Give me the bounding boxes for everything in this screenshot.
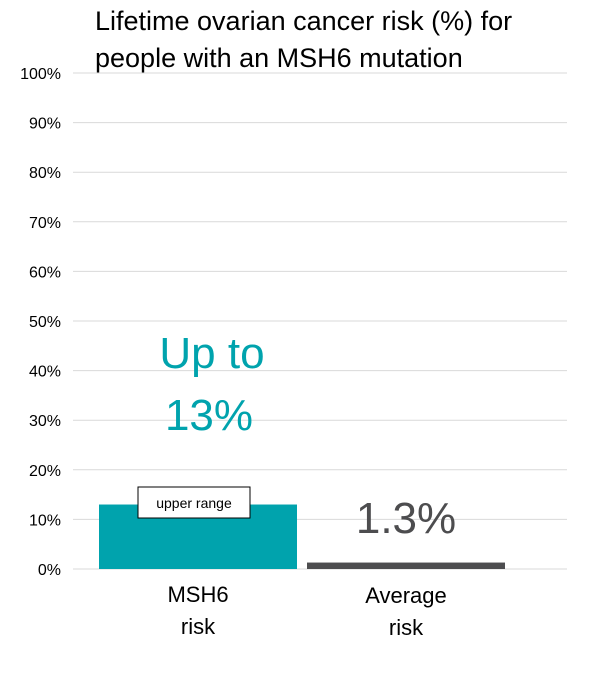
- y-tick-label: 40%: [29, 364, 61, 381]
- category-labels: MSH6 risk Average risk: [167, 582, 446, 640]
- data-label: 1.3%: [356, 494, 456, 543]
- category-label: risk: [389, 615, 424, 640]
- y-tick-label: 50%: [29, 314, 61, 331]
- y-tick-label: 30%: [29, 413, 61, 430]
- y-tick-label: 80%: [29, 165, 61, 182]
- chart-title: Lifetime ovarian cancer risk (%) for peo…: [95, 6, 512, 73]
- data-labels: upper range Up to 13% 1.3%: [137, 329, 456, 543]
- category-label: risk: [181, 614, 216, 639]
- category-label: MSH6: [167, 582, 228, 607]
- category-label: Average: [365, 583, 447, 608]
- y-tick-label: 10%: [29, 512, 61, 529]
- data-label: Up to: [159, 329, 264, 378]
- upper-range-label: upper range: [156, 495, 232, 511]
- chart-title-line: people with an MSH6 mutation: [95, 43, 463, 73]
- y-axis-tick-labels: 0% 10% 20% 30% 40% 50% 60% 70% 80% 90% 100%: [20, 66, 61, 579]
- y-tick-label: 20%: [29, 463, 61, 480]
- y-tick-label: 100%: [20, 66, 61, 83]
- y-tick-label: 0%: [38, 562, 61, 579]
- chart-title-line: Lifetime ovarian cancer risk (%) for: [95, 6, 512, 36]
- y-tick-label: 60%: [29, 264, 61, 281]
- y-tick-label: 90%: [29, 116, 61, 133]
- upper-range-box: [137, 486, 251, 519]
- bar: [307, 562, 505, 569]
- y-tick-label: 70%: [29, 215, 61, 232]
- data-label: 13%: [165, 391, 253, 440]
